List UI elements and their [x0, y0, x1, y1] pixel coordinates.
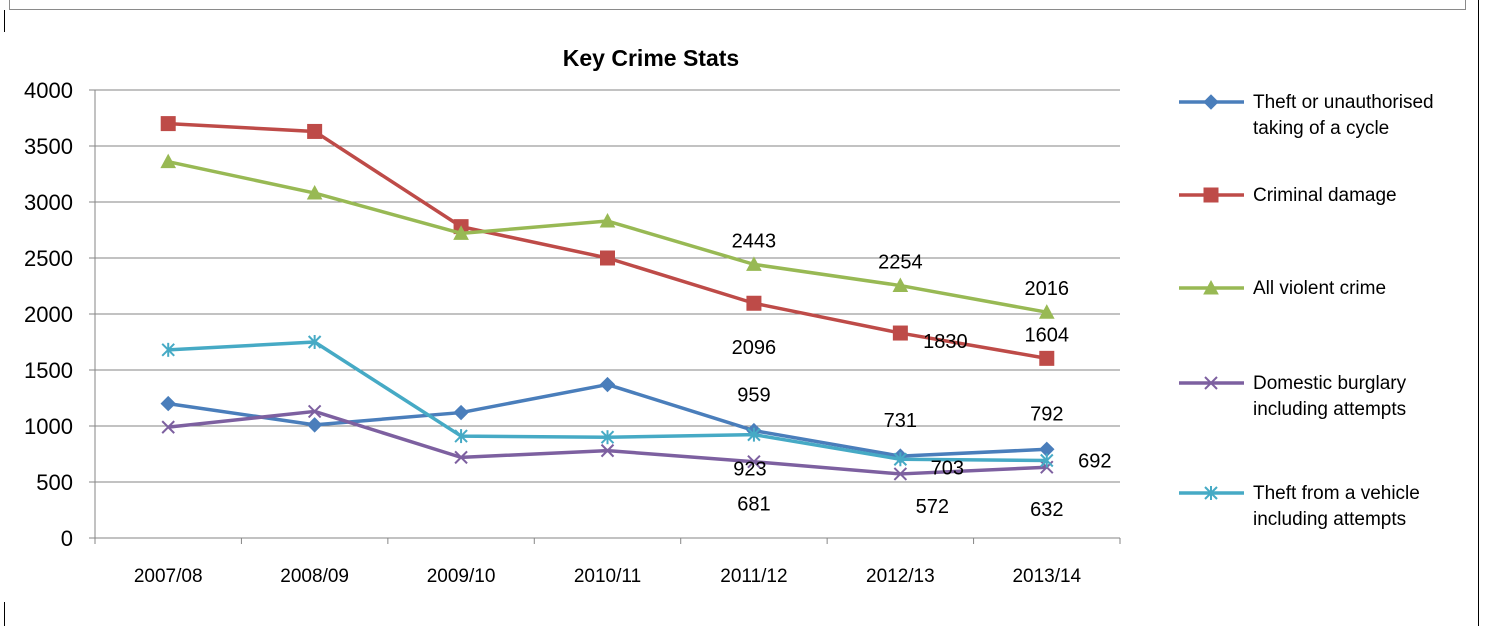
- data-point: [307, 404, 322, 419]
- legend-label: Criminal damage: [1253, 185, 1397, 206]
- x-tick-label: 2011/12: [720, 566, 787, 587]
- series-5: [161, 335, 1054, 468]
- chart-border-left-top: [4, 10, 5, 32]
- legend-label: including attempts: [1253, 509, 1406, 530]
- data-label: 2016: [1025, 278, 1070, 300]
- data-label: 572: [916, 496, 949, 518]
- y-tick-label: 2500: [24, 246, 73, 271]
- data-point: [160, 153, 177, 169]
- legend-swatch-marker: [1203, 187, 1219, 203]
- y-tick-label: 3500: [24, 134, 73, 159]
- data-point: [746, 256, 762, 271]
- legend-label: All violent crime: [1253, 278, 1386, 299]
- data-point: [892, 325, 908, 341]
- chart-title: Key Crime Stats: [563, 45, 739, 71]
- legend-label: including attempts: [1253, 399, 1406, 420]
- data-point: [747, 427, 761, 442]
- legend-label: Domestic burglary: [1253, 373, 1407, 394]
- data-point: [893, 467, 908, 481]
- series-3: [160, 153, 1055, 319]
- data-point: [307, 335, 322, 349]
- series-line: [167, 159, 1048, 314]
- data-point: [1040, 453, 1054, 468]
- y-tick-label: 2000: [24, 302, 73, 327]
- legend-swatch-marker: [1203, 94, 1219, 110]
- x-tick-label: 2007/08: [134, 566, 203, 587]
- y-tick-label: 0: [61, 526, 73, 551]
- data-label: 703: [931, 457, 964, 479]
- data-point: [599, 212, 616, 228]
- data-point: [454, 450, 468, 465]
- x-tick-label: 2009/10: [427, 566, 496, 587]
- series-line: [168, 121, 1048, 361]
- data-point: [453, 404, 469, 421]
- legend-swatch-marker: [1204, 376, 1218, 390]
- data-label: 1604: [1025, 324, 1070, 346]
- legend-entry-4: Domestic burglary including attempts: [1179, 373, 1407, 420]
- series-2: [160, 116, 1055, 366]
- y-tick-label: 500: [36, 470, 73, 495]
- data-point: [893, 452, 908, 467]
- x-tick-label: 2012/13: [866, 566, 935, 587]
- data-point: [453, 225, 469, 240]
- data-point: [161, 342, 175, 357]
- x-tick-label: 2013/14: [1012, 566, 1081, 587]
- legend-label: Theft or unauthorised: [1253, 92, 1434, 113]
- data-label: 632: [1030, 499, 1063, 521]
- legend-label: taking of a cycle: [1253, 118, 1389, 139]
- x-tick-label: 2008/09: [280, 566, 349, 587]
- legend-label: Theft from a vehicle: [1253, 483, 1420, 504]
- legend-swatch-marker: [1204, 486, 1218, 500]
- data-label: 792: [1030, 403, 1063, 425]
- data-label: 1830: [923, 331, 968, 353]
- data-point: [1038, 304, 1055, 319]
- legend-entry-5: Theft from a vehicle including attempts: [1179, 483, 1420, 530]
- data-point: [306, 417, 323, 433]
- data-point: [160, 116, 176, 132]
- data-point: [454, 429, 468, 444]
- legend-entry-2: Criminal damage: [1179, 185, 1397, 206]
- data-point: [307, 123, 323, 139]
- data-point: [160, 395, 176, 412]
- legend-entry-3: All violent crime: [1179, 278, 1386, 299]
- y-tick-label: 1500: [24, 358, 73, 383]
- data-point: [600, 430, 615, 445]
- y-tick-label: 4000: [24, 78, 73, 103]
- data-label: 923: [733, 459, 766, 481]
- legend-entry-1: Theft or unauthorised taking of a cycle: [1179, 92, 1434, 139]
- data-point: [746, 295, 762, 311]
- legend-swatch-marker: [1203, 279, 1219, 295]
- data-point: [600, 250, 615, 266]
- y-tick-label: 1000: [24, 414, 73, 439]
- data-point: [600, 443, 615, 458]
- x-tick-label: 2010/11: [574, 566, 641, 587]
- data-point: [892, 277, 909, 293]
- chart-border-right: [1478, 0, 1479, 626]
- data-label: 2254: [878, 252, 923, 274]
- data-point: [161, 420, 175, 434]
- data-label: 959: [737, 385, 770, 407]
- data-label: 2096: [732, 337, 777, 359]
- data-label: 731: [884, 410, 917, 432]
- y-tick-label: 3000: [24, 190, 73, 215]
- sheet-cell-border: [9, 0, 1466, 10]
- data-point: [306, 184, 323, 200]
- data-label: 681: [737, 494, 770, 516]
- data-label: 692: [1078, 450, 1111, 472]
- data-point: [747, 455, 761, 469]
- chart-border-left-bottom: [4, 602, 5, 626]
- data-label: 2443: [732, 230, 777, 252]
- data-point: [1039, 350, 1055, 366]
- data-point: [599, 376, 616, 393]
